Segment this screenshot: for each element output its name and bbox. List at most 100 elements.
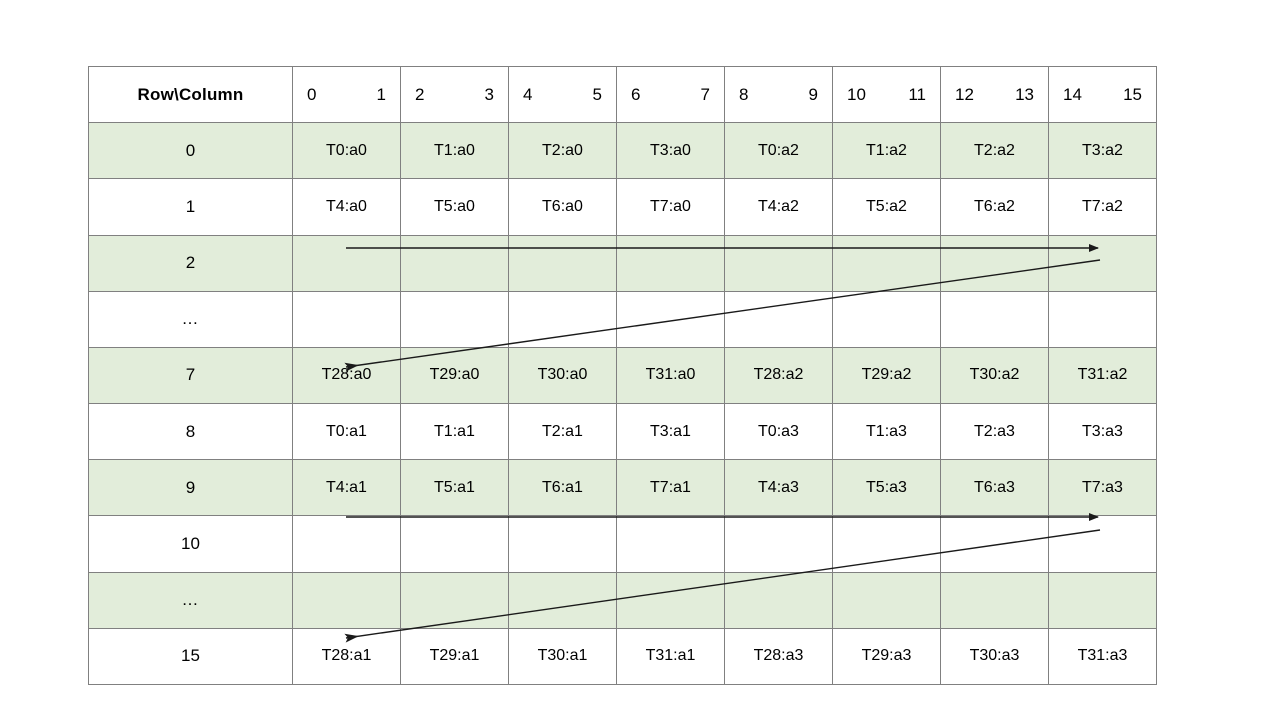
table-row: 15 T28:a1 T29:a1 T30:a1 T31:a1 T28:a3 T29:a3 T3… — [88, 627, 1157, 686]
table-cell — [940, 234, 1049, 292]
table-row: 10 — [88, 515, 1157, 573]
cell-value: T28:a1 — [321, 647, 372, 665]
table-cell: T28:a0 — [292, 346, 401, 405]
table-cell: T4:a1 — [292, 459, 401, 517]
row-header-cell: 8 — [88, 403, 293, 461]
table-cell — [292, 515, 401, 573]
cell-value: T28:a0 — [321, 366, 372, 384]
column-header-cell: 10 11 — [832, 65, 941, 124]
cell-value: T7:a3 — [1082, 478, 1123, 496]
table-cell — [832, 234, 941, 292]
table-cell: T0:a1 — [292, 403, 401, 461]
row-index-label: 0 — [185, 140, 196, 160]
table-cell: T7:a0 — [616, 178, 725, 236]
column-index-pair: 12 13 — [941, 85, 1048, 105]
table-cell: T1:a3 — [832, 403, 941, 461]
table-cell: T2:a2 — [940, 122, 1049, 180]
table-cell: T1:a1 — [400, 403, 509, 461]
cell-value: T4:a1 — [326, 478, 367, 496]
column-index-pair: 10 11 — [833, 85, 940, 105]
cell-value: T31:a2 — [1077, 366, 1128, 384]
table-cell — [724, 571, 833, 629]
table-cell: T0:a2 — [724, 122, 833, 180]
table-cell — [940, 515, 1049, 573]
table-cell — [508, 571, 617, 629]
table-cell: T5:a3 — [832, 459, 941, 517]
table-cell — [400, 234, 509, 292]
table-cell — [616, 290, 725, 348]
corner-header-cell: Row\Column — [88, 65, 293, 124]
table-cell: T29:a1 — [400, 627, 509, 686]
table-cell: T3:a3 — [1048, 403, 1157, 461]
cell-value: T2:a0 — [542, 141, 583, 159]
table-cell — [940, 290, 1049, 348]
table-cell — [400, 290, 509, 348]
column-index: 11 — [908, 84, 926, 104]
column-index: 8 — [739, 84, 749, 104]
table-cell: T30:a0 — [508, 346, 617, 405]
table-cell — [292, 290, 401, 348]
table-cell — [616, 571, 725, 629]
table-cell: T28:a3 — [724, 627, 833, 686]
cell-value: T29:a3 — [861, 647, 912, 665]
table-cell — [1048, 290, 1157, 348]
cell-value: T6:a1 — [542, 478, 583, 496]
table-row: 8 T0:a1 T1:a1 T2:a1 T3:a1 T0:a3 T1:a3 T2:a3 T3:a… — [88, 403, 1157, 461]
table-cell — [616, 234, 725, 292]
column-index: 14 — [1063, 84, 1082, 104]
table-cell: T0:a3 — [724, 403, 833, 461]
column-index: 9 — [808, 84, 818, 104]
cell-value: T2:a2 — [974, 141, 1015, 159]
cell-value: T31:a0 — [645, 366, 696, 384]
row-index-label: … — [181, 590, 200, 610]
table-cell — [1048, 515, 1157, 573]
row-header-cell: … — [88, 290, 293, 348]
table-cell: T3:a1 — [616, 403, 725, 461]
table-cell: T7:a3 — [1048, 459, 1157, 517]
table-cell — [292, 571, 401, 629]
table-cell — [400, 571, 509, 629]
table-cell: T6:a3 — [940, 459, 1049, 517]
row-header-cell: 1 — [88, 178, 293, 236]
table-cell — [508, 515, 617, 573]
row-header-cell: 9 — [88, 459, 293, 517]
table-header-row: Row\Column 0 1 2 3 4 5 6 7 8 9 10 11 12 13 14 15 — [88, 65, 1157, 124]
table-cell — [724, 290, 833, 348]
table-cell: T1:a2 — [832, 122, 941, 180]
cell-value: T5:a0 — [434, 197, 475, 215]
table-cell: T6:a2 — [940, 178, 1049, 236]
row-index-label: 9 — [185, 477, 196, 497]
table-cell: T31:a2 — [1048, 346, 1157, 405]
cell-value: T29:a1 — [429, 647, 480, 665]
cell-value: T30:a2 — [969, 366, 1020, 384]
table-cell: T5:a1 — [400, 459, 509, 517]
row-header-cell: 2 — [88, 234, 293, 292]
column-index: 5 — [592, 84, 602, 104]
cell-value: T1:a1 — [434, 422, 475, 440]
cell-value: T7:a0 — [650, 197, 691, 215]
cell-value: T31:a3 — [1077, 647, 1128, 665]
table-cell: T28:a2 — [724, 346, 833, 405]
table-cell: T7:a2 — [1048, 178, 1157, 236]
table-cell: T6:a0 — [508, 178, 617, 236]
cell-value: T3:a0 — [650, 141, 691, 159]
cell-value: T0:a1 — [326, 422, 367, 440]
table-cell: T30:a1 — [508, 627, 617, 686]
table-cell: T30:a3 — [940, 627, 1049, 686]
table-cell: T5:a2 — [832, 178, 941, 236]
table-cell: T2:a0 — [508, 122, 617, 180]
table-cell — [724, 234, 833, 292]
table-cell: T31:a3 — [1048, 627, 1157, 686]
table-cell: T6:a1 — [508, 459, 617, 517]
table-cell — [508, 290, 617, 348]
column-index: 12 — [955, 84, 974, 104]
cell-value: T29:a2 — [861, 366, 912, 384]
table-cell — [616, 515, 725, 573]
column-index: 3 — [484, 84, 494, 104]
table-row: 0 T0:a0 T1:a0 T2:a0 T3:a0 T0:a2 T1:a2 T2:a2 T3:a… — [88, 122, 1157, 180]
